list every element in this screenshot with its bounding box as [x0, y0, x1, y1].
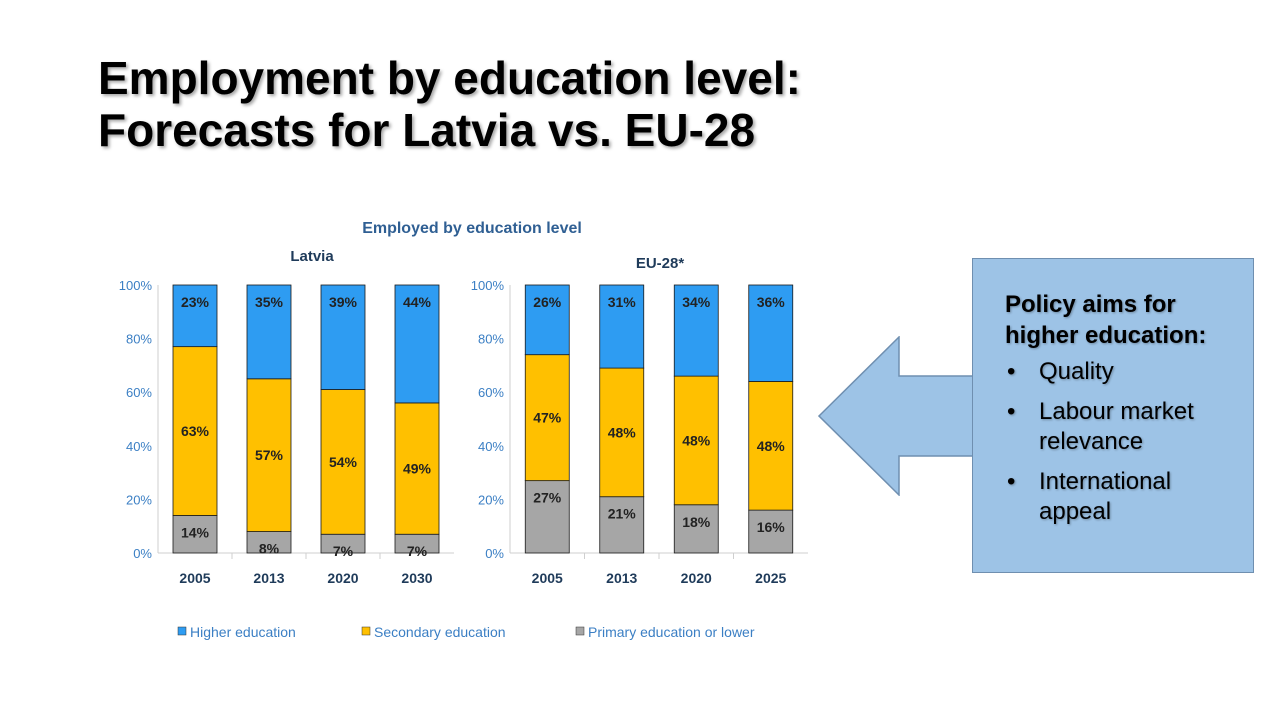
legend-label: Primary education or lower: [588, 624, 755, 640]
data-label: 31%: [608, 294, 637, 310]
data-label: 48%: [608, 424, 637, 440]
x-tick-label: 2005: [179, 570, 210, 586]
x-tick-label: 2030: [401, 570, 432, 586]
y-tick-label: 20%: [478, 492, 504, 507]
bar-segment-eu28-2020-0: [673, 504, 719, 554]
data-label: 34%: [682, 294, 711, 310]
legend-label: Higher education: [190, 624, 296, 640]
bar-segment-eu28-2025-2: [748, 284, 794, 382]
bar-segment-eu28-2025-0: [748, 509, 794, 554]
x-tick-label: 2025: [755, 570, 786, 586]
y-tick-label: 60%: [126, 385, 152, 400]
data-label: 47%: [533, 410, 562, 426]
bar-segment-eu28-2020-1: [673, 375, 719, 506]
policy-callout-box: Policy aims for higher education: Qualit…: [972, 258, 1254, 573]
bar-segment-eu28-2020-2: [673, 284, 719, 377]
data-label: 27%: [533, 490, 562, 506]
chart-subtitle-eu28: EU-28*: [636, 255, 685, 272]
data-label: 21%: [608, 506, 637, 522]
policy-list: Quality Labour market relevance Internat…: [1005, 357, 1243, 527]
x-tick-label: 2020: [681, 570, 712, 586]
slide-title-line1: Employment by education level:: [98, 52, 801, 104]
bar-segment-eu28-2005-0: [524, 480, 570, 554]
policy-item-quality: Quality: [1005, 357, 1243, 387]
slide-title: Employment by education level: Forecasts…: [98, 52, 998, 156]
data-label: 63%: [181, 423, 210, 439]
bar-segment-eu28-2013-0: [599, 496, 645, 554]
chart-latvia: 0% 20% 40% 60% 80% 100% 14% 63% 23% 2005 8% 57% 35% 2…: [119, 278, 454, 586]
slide-title-line2: Forecasts for Latvia vs. EU-28: [98, 104, 756, 156]
data-label: 26%: [533, 294, 562, 310]
y-tick-label: 0%: [485, 546, 504, 561]
y-tick-label: 80%: [478, 332, 504, 347]
legend-label: Secondary education: [374, 624, 506, 640]
bar-segment-latvia-2030-1: [394, 402, 440, 535]
bar-segment-eu28-2013-2: [599, 284, 645, 369]
bar-segment-eu28-2025-1: [748, 381, 794, 511]
bar-segment-latvia-2013-2: [246, 284, 292, 380]
bar-segment-eu28-2013-1: [599, 367, 645, 498]
data-label: 7%: [407, 543, 428, 559]
data-label: 48%: [682, 432, 711, 448]
y-tick-label: 100%: [119, 278, 153, 293]
x-tick-label: 2013: [606, 570, 637, 586]
x-tick-label: 2020: [327, 570, 358, 586]
data-label: 23%: [181, 294, 210, 310]
data-label: 16%: [757, 519, 786, 535]
data-label: 44%: [403, 294, 432, 310]
chart-subtitle-latvia: Latvia: [290, 248, 334, 265]
data-label: 14%: [181, 524, 210, 540]
y-tick-label: 100%: [471, 278, 505, 293]
chart-legend: Higher education Secondary education Prima…: [177, 624, 755, 640]
data-label: 18%: [682, 514, 711, 530]
employment-charts: Employed by education level Latvia EU-28…: [119, 220, 808, 640]
y-tick-label: 0%: [133, 546, 152, 561]
bar-segment-eu28-2005-2: [524, 284, 570, 356]
left-arrow-icon: [818, 336, 978, 496]
policy-item-international: International appeal: [1005, 467, 1243, 527]
bar-segment-eu28-2005-1: [524, 354, 570, 482]
data-label: 36%: [757, 294, 786, 310]
bar-segment-latvia-2020-2: [320, 284, 366, 390]
bar-segment-latvia-2030-2: [394, 284, 440, 404]
data-label: 39%: [329, 294, 358, 310]
policy-item-labour-market: Labour market relevance: [1005, 397, 1243, 457]
y-tick-label: 80%: [126, 332, 152, 347]
data-label: 57%: [255, 447, 284, 463]
x-tick-label: 2005: [532, 570, 563, 586]
y-tick-label: 20%: [126, 492, 152, 507]
y-tick-label: 40%: [478, 439, 504, 454]
bar-segment-latvia-2005-2: [172, 284, 218, 348]
y-tick-label: 60%: [478, 385, 504, 400]
data-label: 7%: [333, 543, 354, 559]
data-label: 8%: [259, 541, 280, 557]
chart-eu28: 0% 20% 40% 60% 80% 100% 27% 47% 26% 2005 21% 48% 31%…: [471, 278, 808, 586]
policy-heading: Policy aims for higher education:: [1005, 291, 1207, 349]
legend-swatch: [361, 626, 371, 636]
chart-main-title: Employed by education level: [362, 220, 582, 237]
data-label: 49%: [403, 461, 432, 477]
y-tick-label: 40%: [126, 439, 152, 454]
x-tick-label: 2013: [253, 570, 284, 586]
data-label: 54%: [329, 454, 358, 470]
bar-segment-latvia-2020-1: [320, 389, 366, 535]
legend-swatch: [177, 626, 187, 636]
legend-swatch: [575, 626, 585, 636]
data-label: 48%: [757, 438, 786, 454]
data-label: 35%: [255, 294, 284, 310]
bar-segment-latvia-2005-0: [172, 515, 218, 554]
